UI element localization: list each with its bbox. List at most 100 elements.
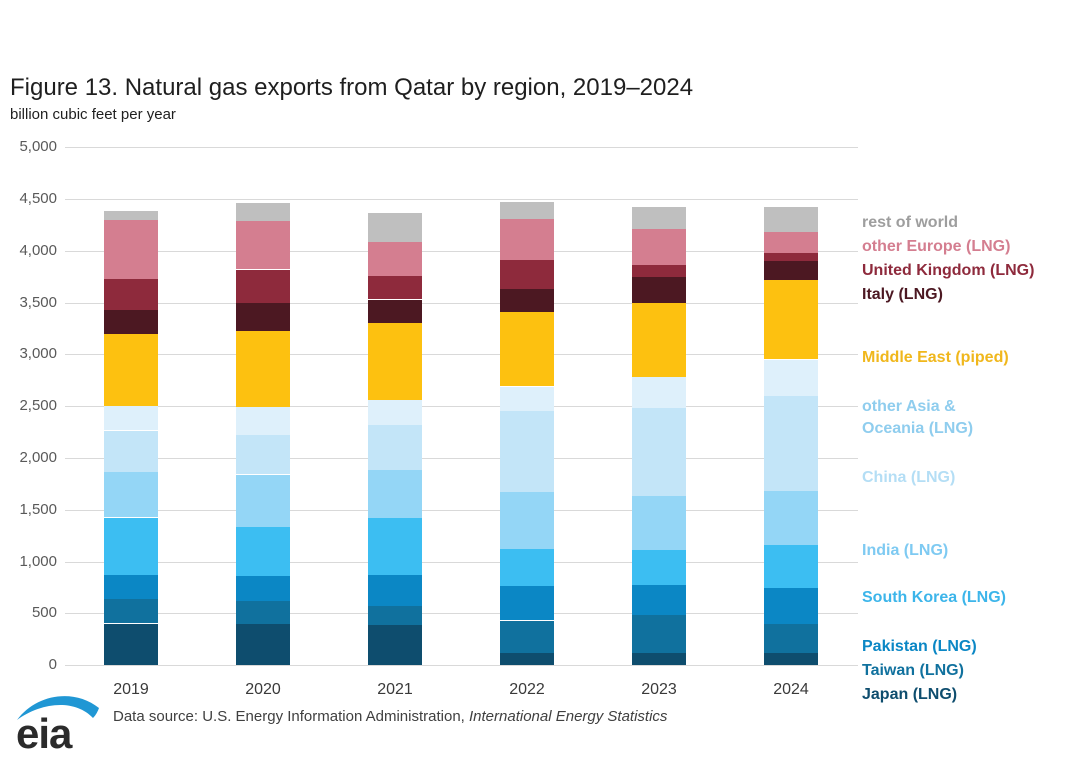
y-axis-tick-label: 3,500 bbox=[19, 293, 57, 311]
y-axis-tick-label: 5,000 bbox=[19, 138, 57, 156]
bar-segment-2021-italy-lng bbox=[368, 299, 422, 324]
bar-segment-2019-pakistan-lng bbox=[104, 574, 158, 599]
bar-segment-2021-pakistan-lng bbox=[368, 574, 422, 606]
bar-segment-2024-india-lng bbox=[764, 491, 818, 545]
x-axis-label-2021: 2021 bbox=[377, 681, 413, 698]
bar-segment-2022-japan-lng bbox=[500, 652, 554, 665]
gridline-2,500 bbox=[65, 406, 858, 408]
bar-segment-2024-other-asia-oceania-lng bbox=[764, 359, 818, 396]
bar-segment-2020-middle-east-piped bbox=[236, 330, 290, 408]
bar-segment-2019-italy-lng bbox=[104, 310, 158, 335]
bar-segment-2024-taiwan-lng bbox=[764, 623, 818, 653]
y-axis-tick-label: 2,000 bbox=[19, 448, 57, 466]
bar-segment-2020-china-lng bbox=[236, 435, 290, 475]
bar-segment-2023-rest-of-world bbox=[632, 207, 686, 230]
y-axis-tick-label: 4,500 bbox=[19, 190, 57, 208]
bar-segment-2020-united-kingdom-lng bbox=[236, 269, 290, 303]
legend-item-middle-east-piped: Middle East (piped) bbox=[862, 349, 1009, 366]
y-axis-tick-label: 500 bbox=[31, 604, 57, 622]
bar-segment-2020-japan-lng bbox=[236, 623, 290, 665]
bar-segment-2022-italy-lng bbox=[500, 289, 554, 312]
legend-item-united-kingdom-lng: United Kingdom (LNG) bbox=[862, 262, 1035, 279]
bar-segment-2023-other-asia-oceania-lng bbox=[632, 377, 686, 409]
legend-item-other-asia-oceania-lng: other Asia & Oceania (LNG) bbox=[862, 398, 974, 437]
bar-segment-2019-rest-of-world bbox=[104, 210, 158, 220]
bar-segment-2023-india-lng bbox=[632, 496, 686, 550]
gridline-1,500 bbox=[65, 509, 858, 511]
legend-item-japan-lng: Japan (LNG) bbox=[862, 686, 958, 703]
bar-segment-2024-south-korea-lng bbox=[764, 544, 818, 589]
bar-segment-2021-japan-lng bbox=[368, 624, 422, 665]
bar-segment-2020-pakistan-lng bbox=[236, 576, 290, 601]
chart-unit-label: billion cubic feet per year bbox=[10, 106, 176, 123]
y-axis-tick-label: 3,000 bbox=[19, 345, 57, 363]
bar-segment-2024-pakistan-lng bbox=[764, 588, 818, 624]
legend-item-south-korea-lng: South Korea (LNG) bbox=[862, 589, 1006, 606]
bar-segment-2021-india-lng bbox=[368, 470, 422, 518]
bar-segment-2021-other-asia-oceania-lng bbox=[368, 399, 422, 425]
bar-segment-2023-other-europe-lng bbox=[632, 229, 686, 266]
bar-segment-2020-other-europe-lng bbox=[236, 220, 290, 270]
bar-segment-2022-middle-east-piped bbox=[500, 311, 554, 387]
bar-segment-2021-united-kingdom-lng bbox=[368, 275, 422, 300]
bar-segment-2019-china-lng bbox=[104, 430, 158, 472]
x-axis-label-2019: 2019 bbox=[113, 681, 149, 698]
gridline-500 bbox=[65, 613, 858, 615]
eia-logo-text: eia bbox=[16, 710, 73, 756]
gridline-4,000 bbox=[65, 250, 858, 252]
bar-segment-2019-other-asia-oceania-lng bbox=[104, 405, 158, 431]
bar-segment-2019-india-lng bbox=[104, 471, 158, 518]
bar-segment-2020-taiwan-lng bbox=[236, 600, 290, 624]
bar-segment-2019-other-europe-lng bbox=[104, 219, 158, 279]
bar-segment-2021-middle-east-piped bbox=[368, 323, 422, 400]
bar-segment-2024-china-lng bbox=[764, 395, 818, 492]
bar-segment-2021-rest-of-world bbox=[368, 212, 422, 242]
bar-segment-2022-taiwan-lng bbox=[500, 620, 554, 653]
eia-logo-graphic: eia bbox=[16, 696, 99, 757]
gridline-1,000 bbox=[65, 561, 858, 563]
bar-segment-2021-china-lng bbox=[368, 424, 422, 471]
bar-segment-2022-south-korea-lng bbox=[500, 549, 554, 587]
bar-segment-2024-other-europe-lng bbox=[764, 232, 818, 253]
data-source-publication: International Energy Statistics bbox=[469, 708, 668, 725]
y-axis-tick-label: 4,000 bbox=[19, 241, 57, 259]
bar-segment-2022-china-lng bbox=[500, 411, 554, 493]
gridline-3,000 bbox=[65, 354, 858, 356]
bar-segment-2023-taiwan-lng bbox=[632, 615, 686, 653]
legend-item-other-europe-lng: other Europe (LNG) bbox=[862, 238, 1011, 255]
bar-segment-2020-rest-of-world bbox=[236, 203, 290, 221]
bar-segment-2020-south-korea-lng bbox=[236, 527, 290, 576]
legend-item-taiwan-lng: Taiwan (LNG) bbox=[862, 662, 964, 679]
x-axis-label-2020: 2020 bbox=[245, 681, 281, 698]
bar-segment-2023-pakistan-lng bbox=[632, 585, 686, 616]
bar-segment-2024-middle-east-piped bbox=[764, 279, 818, 360]
bar-segment-2021-taiwan-lng bbox=[368, 606, 422, 625]
bar-segment-2022-united-kingdom-lng bbox=[500, 260, 554, 290]
eia-logo-swoosh bbox=[17, 696, 99, 720]
bar-segment-2022-pakistan-lng bbox=[500, 586, 554, 621]
bar-segment-2022-rest-of-world bbox=[500, 202, 554, 219]
bar-segment-2020-india-lng bbox=[236, 474, 290, 528]
legend-item-rest-of-world: rest of world bbox=[862, 214, 959, 231]
bar-segment-2022-other-europe-lng bbox=[500, 218, 554, 261]
eia-logo: eia bbox=[14, 690, 102, 757]
gridline-5,000 bbox=[65, 147, 858, 149]
chart-title: Figure 13. Natural gas exports from Qata… bbox=[10, 74, 694, 101]
bar-segment-2024-japan-lng bbox=[764, 652, 818, 665]
legend-item-italy-lng: Italy (LNG) bbox=[862, 286, 943, 303]
data-source-note: Data source: U.S. Energy Information Adm… bbox=[113, 708, 667, 725]
x-axis-label-2023: 2023 bbox=[641, 681, 677, 698]
x-axis-label-2024: 2024 bbox=[773, 681, 809, 698]
y-axis-tick-label: 1,000 bbox=[19, 552, 57, 570]
gridline-4,500 bbox=[65, 199, 858, 201]
y-axis-tick-label: 1,500 bbox=[19, 500, 57, 518]
bar-segment-2023-south-korea-lng bbox=[632, 550, 686, 586]
bar-segment-2024-italy-lng bbox=[764, 261, 818, 280]
data-source-prefix: Data source: U.S. Energy Information Adm… bbox=[113, 708, 469, 725]
bar-segment-2021-other-europe-lng bbox=[368, 241, 422, 276]
bar-segment-2024-united-kingdom-lng bbox=[764, 252, 818, 262]
y-axis-tick-label: 0 bbox=[48, 656, 57, 673]
y-axis-tick-label: 2,500 bbox=[19, 397, 57, 415]
gridline-3,500 bbox=[65, 302, 858, 304]
